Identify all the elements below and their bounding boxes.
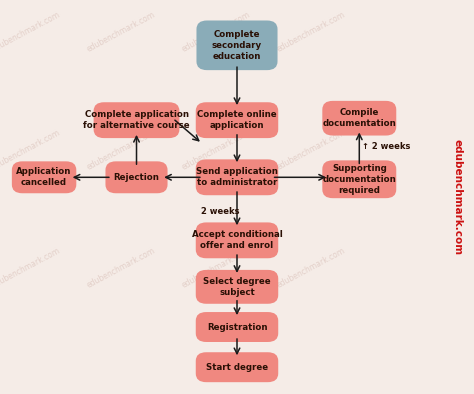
Text: edubenchmark.com: edubenchmark.com — [85, 128, 157, 171]
Text: edubenchmark.com: edubenchmark.com — [85, 246, 157, 290]
Text: Start degree: Start degree — [206, 363, 268, 372]
Text: Complete application
for alternative course: Complete application for alternative cou… — [83, 110, 190, 130]
FancyBboxPatch shape — [93, 102, 179, 138]
FancyBboxPatch shape — [12, 162, 76, 193]
Text: edubenchmark.com: edubenchmark.com — [275, 10, 346, 53]
FancyBboxPatch shape — [196, 159, 278, 195]
FancyBboxPatch shape — [196, 270, 278, 304]
FancyBboxPatch shape — [322, 160, 396, 198]
Text: edubenchmark.com: edubenchmark.com — [180, 10, 252, 53]
FancyBboxPatch shape — [196, 222, 278, 258]
FancyBboxPatch shape — [196, 352, 278, 382]
Text: 2 weeks: 2 weeks — [201, 207, 240, 216]
Text: Complete online
application: Complete online application — [197, 110, 277, 130]
FancyBboxPatch shape — [105, 162, 168, 193]
Text: Select degree
subject: Select degree subject — [203, 277, 271, 297]
Text: edubenchmark.com: edubenchmark.com — [0, 128, 62, 171]
Text: Registration: Registration — [207, 323, 267, 331]
Text: edubenchmark.com: edubenchmark.com — [85, 10, 157, 53]
Text: edubenchmark.com: edubenchmark.com — [180, 246, 252, 290]
Text: edubenchmark.com: edubenchmark.com — [0, 246, 62, 290]
Text: edubenchmark.com: edubenchmark.com — [275, 128, 346, 171]
FancyBboxPatch shape — [196, 102, 278, 138]
Text: Compile
documentation: Compile documentation — [322, 108, 396, 128]
Text: edubenchmark.com: edubenchmark.com — [275, 246, 346, 290]
Text: edubenchmark.com: edubenchmark.com — [452, 139, 463, 255]
Text: Application
cancelled: Application cancelled — [17, 167, 72, 187]
Text: Supporting
documentation
required: Supporting documentation required — [322, 164, 396, 195]
Text: edubenchmark.com: edubenchmark.com — [180, 128, 252, 171]
Text: Rejection: Rejection — [114, 173, 159, 182]
Text: ↑ 2 weeks: ↑ 2 weeks — [362, 142, 410, 151]
FancyBboxPatch shape — [196, 312, 278, 342]
Text: Complete
secondary
education: Complete secondary education — [212, 30, 262, 61]
Text: Accept conditional
offer and enrol: Accept conditional offer and enrol — [191, 230, 283, 250]
Text: edubenchmark.com: edubenchmark.com — [0, 10, 62, 53]
Text: Send application
to administrator: Send application to administrator — [196, 167, 278, 187]
FancyBboxPatch shape — [196, 20, 277, 70]
FancyBboxPatch shape — [322, 101, 396, 136]
